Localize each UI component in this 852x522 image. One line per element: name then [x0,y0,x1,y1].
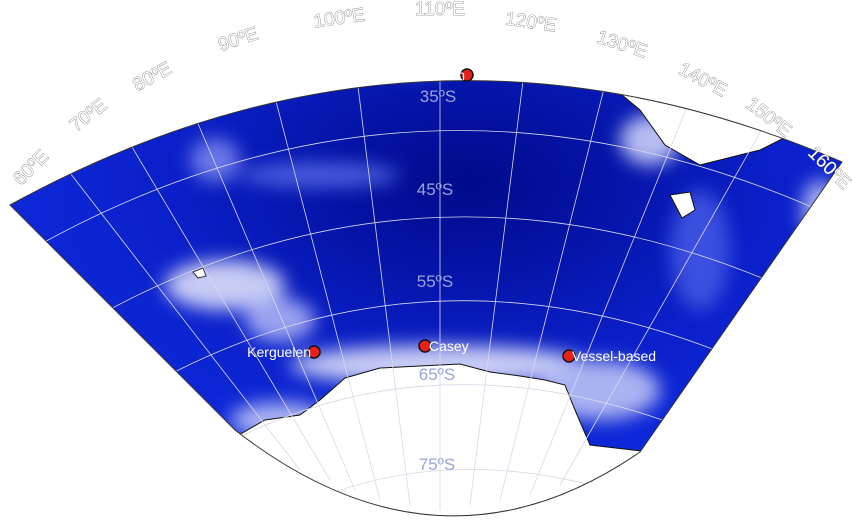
longitude-label: 140ºE [675,59,730,102]
latitude-label: 55ºS [417,272,453,291]
longitude-label: 110ºE [415,0,465,20]
station-marker [418,339,432,353]
stations: Cape Leeuwin Kerguelen Casey Vessel-based [247,67,656,364]
longitude-label: 60ºE [9,146,53,190]
station-marker [562,349,576,363]
latitude-label: 65ºS [419,365,455,384]
station-label: Vessel-based [572,348,656,364]
latitude-label: 35ºS [420,87,456,106]
graticule [29,80,831,516]
station-label: Casey [429,338,469,354]
station-marker [307,345,321,359]
longitude-label: 90ºE [216,23,261,56]
station-label: Kerguelen [247,344,311,360]
latitude-label: 75ºS [419,455,455,474]
map-frame [9,80,843,517]
latitude-labels: 35ºS 45ºS 55ºS 65ºS 75ºS [417,87,456,474]
tasmania [669,191,696,219]
longitude-label: 120ºE [504,9,558,37]
longitude-label: 130ºE [594,27,649,63]
longitude-label: 100ºE [312,5,366,33]
longitude-label: 80ºE [129,58,175,96]
longitude-label: 70ºE [66,95,111,137]
kerguelen-island [192,267,207,279]
station-label: Cape Leeuwin [375,67,465,83]
latitude-label: 45ºS [417,180,453,199]
station-marker [460,68,474,82]
